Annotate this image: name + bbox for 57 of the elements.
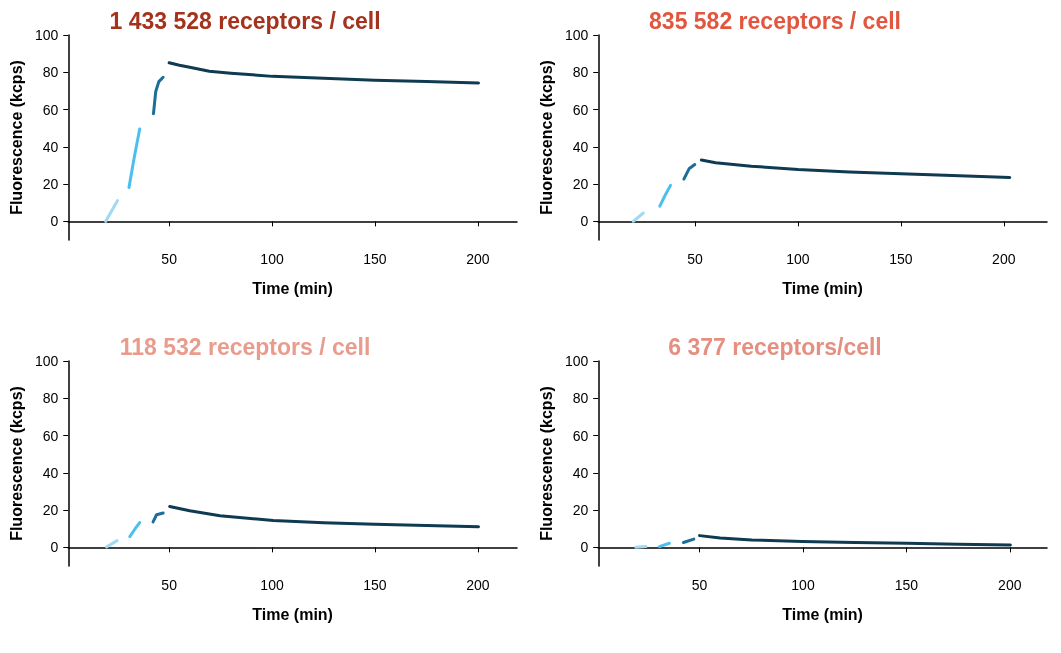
x-axis-title: Time (min) bbox=[782, 279, 863, 297]
y-tick-label: 60 bbox=[572, 101, 589, 118]
x-tick-label: 150 bbox=[363, 577, 387, 593]
y-tick-label: 20 bbox=[572, 502, 589, 519]
chart-title: 6 377 receptors/cell bbox=[668, 333, 882, 360]
x-tick-label: 200 bbox=[998, 577, 1022, 593]
y-tick-label: 0 bbox=[50, 213, 59, 230]
x-tick-label: 50 bbox=[161, 577, 178, 593]
y-tick-label: 60 bbox=[42, 101, 59, 118]
y-axis-title: Fluorescence (kcps) bbox=[7, 60, 25, 215]
chart-title: 1 433 528 receptors / cell bbox=[109, 7, 381, 34]
y-tick-label: 100 bbox=[564, 353, 589, 369]
y-tick-label: 80 bbox=[42, 390, 59, 407]
x-tick-label: 150 bbox=[889, 251, 913, 267]
y-tick-label: 80 bbox=[42, 64, 59, 81]
line-series bbox=[151, 75, 165, 116]
x-tick-label: 50 bbox=[691, 577, 708, 593]
y-tick-label: 100 bbox=[34, 27, 59, 43]
y-tick-label: 20 bbox=[42, 176, 59, 193]
y-tick-label: 60 bbox=[572, 427, 589, 444]
x-tick-label: 100 bbox=[791, 577, 815, 593]
x-tick-label: 50 bbox=[687, 251, 703, 267]
x-tick-label: 200 bbox=[992, 251, 1016, 267]
x-tick-label: 100 bbox=[260, 577, 284, 593]
x-axis-title: Time (min) bbox=[252, 279, 333, 297]
y-tick-label: 80 bbox=[572, 64, 589, 81]
y-axis-title: Fluorescence (kcps) bbox=[537, 386, 555, 541]
y-tick-label: 40 bbox=[572, 138, 589, 155]
x-tick-label: 100 bbox=[260, 251, 284, 267]
y-tick-label: 100 bbox=[564, 27, 589, 43]
x-tick-label: 100 bbox=[786, 251, 810, 267]
chart-title: 835 582 receptors / cell bbox=[649, 7, 901, 34]
y-tick-label: 0 bbox=[580, 213, 589, 230]
y-tick-label: 40 bbox=[42, 464, 59, 481]
y-tick-label: 40 bbox=[42, 138, 59, 155]
x-tick-label: 200 bbox=[466, 251, 490, 267]
y-tick-label: 80 bbox=[572, 390, 589, 407]
line-series bbox=[168, 505, 481, 529]
line-series bbox=[167, 61, 481, 85]
x-tick-label: 150 bbox=[363, 251, 387, 267]
y-tick-label: 20 bbox=[572, 176, 589, 193]
y-axis-title: Fluorescence (kcps) bbox=[7, 386, 25, 541]
line-series bbox=[698, 534, 1012, 547]
y-tick-label: 60 bbox=[42, 427, 59, 444]
y-tick-label: 0 bbox=[580, 539, 589, 556]
y-tick-label: 0 bbox=[50, 539, 59, 556]
x-axis-title: Time (min) bbox=[782, 605, 863, 623]
x-tick-label: 150 bbox=[894, 577, 919, 593]
y-tick-label: 40 bbox=[572, 464, 589, 481]
x-axis-title: Time (min) bbox=[252, 605, 333, 623]
y-axis-title: Fluorescence (kcps) bbox=[537, 60, 555, 215]
x-tick-label: 200 bbox=[466, 577, 490, 593]
line-series bbox=[699, 158, 1012, 179]
y-tick-label: 20 bbox=[42, 502, 59, 519]
x-tick-label: 50 bbox=[161, 251, 178, 267]
chart-title: 118 532 receptors / cell bbox=[119, 333, 371, 360]
y-tick-label: 100 bbox=[34, 353, 59, 369]
